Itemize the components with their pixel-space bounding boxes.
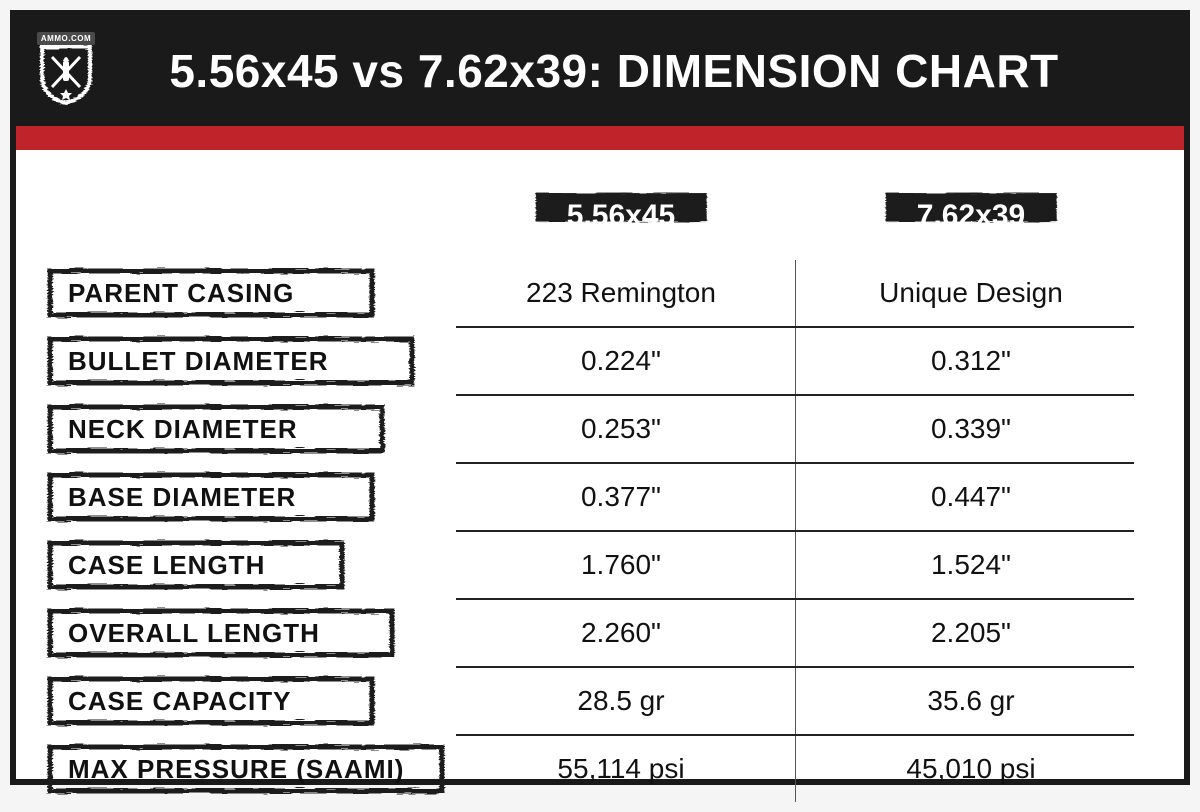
chart-container: AMMO.COM 5.56x45 vs 7.62x39: DIMENSION C…: [10, 10, 1190, 785]
cell-a: 2.260": [446, 600, 796, 666]
cell-b: 1.524": [796, 532, 1146, 598]
cell-b: 35.6 gr: [796, 668, 1146, 734]
table-header-row: 5.56x45 7.62x39: [46, 180, 1154, 252]
cell-value: 223 Remington: [526, 277, 716, 309]
header-spacer: [46, 180, 446, 252]
accent-bar: [16, 126, 1184, 150]
cell-value: 0.339": [931, 413, 1011, 445]
row-label-text: PARENT CASING: [68, 278, 294, 309]
cell-b: Unique Design: [796, 260, 1146, 326]
row-label-text: CASE CAPACITY: [68, 686, 291, 717]
cell-value: 1.524": [931, 549, 1011, 581]
row-label: MAX PRESSURE (SAAMI): [46, 743, 446, 795]
brand-logo: AMMO.COM: [34, 32, 98, 110]
table-row: CASE CAPACITY 28.5 gr 35.6 gr: [46, 668, 1154, 734]
cell-b: 0.312": [796, 328, 1146, 394]
row-label-text: MAX PRESSURE (SAAMI): [68, 754, 404, 785]
cell-value: 35.6 gr: [927, 685, 1014, 717]
row-label: BULLET DIAMETER: [46, 335, 416, 387]
cell-a: 28.5 gr: [446, 668, 796, 734]
row-label: PARENT CASING: [46, 267, 376, 319]
cell-b: 2.205": [796, 600, 1146, 666]
cell-a: 1.760": [446, 532, 796, 598]
cell-b: 0.339": [796, 396, 1146, 462]
column-header-b: 7.62x39: [796, 180, 1146, 252]
table-row: MAX PRESSURE (SAAMI) 55,114 psi 45,010 p…: [46, 736, 1154, 802]
cell-value: 0.447": [931, 481, 1011, 513]
row-label: NECK DIAMETER: [46, 403, 386, 455]
cell-value: 45,010 psi: [906, 753, 1035, 785]
cell-value: 0.253": [581, 413, 661, 445]
row-label: CASE LENGTH: [46, 539, 346, 591]
row-label: BASE DIAMETER: [46, 471, 376, 523]
row-label-text: BASE DIAMETER: [68, 482, 296, 513]
header-bar: AMMO.COM 5.56x45 vs 7.62x39: DIMENSION C…: [16, 16, 1184, 126]
table-row: BASE DIAMETER 0.377" 0.447": [46, 464, 1154, 530]
row-label: CASE CAPACITY: [46, 675, 376, 727]
row-label-text: BULLET DIAMETER: [68, 346, 329, 377]
cell-value: Unique Design: [879, 277, 1063, 309]
cell-a: 0.224": [446, 328, 796, 394]
table-row: NECK DIAMETER 0.253" 0.339": [46, 396, 1154, 462]
cell-a: 223 Remington: [446, 260, 796, 326]
cell-value: 0.224": [581, 345, 661, 377]
column-header-a: 5.56x45: [446, 180, 796, 252]
shield-icon: [38, 43, 94, 105]
table-row: OVERALL LENGTH 2.260" 2.205": [46, 600, 1154, 666]
cell-value: 55,114 psi: [557, 753, 684, 785]
cell-value: 28.5 gr: [577, 685, 664, 717]
row-label-text: CASE LENGTH: [68, 550, 265, 581]
cell-b: 0.447": [796, 464, 1146, 530]
row-label: OVERALL LENGTH: [46, 607, 396, 659]
column-header-label: 7.62x39: [917, 199, 1025, 233]
table-row: PARENT CASING 223 Remington Unique Desig…: [46, 260, 1154, 326]
cell-b: 45,010 psi: [796, 736, 1146, 802]
cell-a: 0.377": [446, 464, 796, 530]
table-row: CASE LENGTH 1.760" 1.524": [46, 532, 1154, 598]
cell-a: 0.253": [446, 396, 796, 462]
row-label-text: NECK DIAMETER: [68, 414, 298, 445]
cell-value: 2.205": [931, 617, 1011, 649]
cell-value: 0.312": [931, 345, 1011, 377]
brand-name: AMMO.COM: [37, 32, 95, 45]
cell-a: 55,114 psi: [446, 736, 796, 802]
table: 5.56x45 7.62x39 PARENT CASING: [16, 150, 1184, 812]
column-header-label: 5.56x45: [567, 199, 675, 233]
table-row: BULLET DIAMETER 0.224" 0.312": [46, 328, 1154, 394]
cell-value: 0.377": [581, 481, 661, 513]
cell-value: 2.260": [581, 617, 661, 649]
row-label-text: OVERALL LENGTH: [68, 618, 320, 649]
cell-value: 1.760": [581, 549, 661, 581]
page-title: 5.56x45 vs 7.62x39: DIMENSION CHART: [62, 44, 1166, 98]
